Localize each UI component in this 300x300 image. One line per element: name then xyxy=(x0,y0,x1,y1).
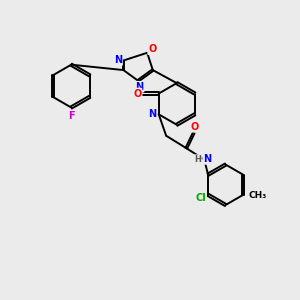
Text: F: F xyxy=(68,111,74,121)
Text: N: N xyxy=(114,55,122,65)
Text: CH₃: CH₃ xyxy=(248,191,267,200)
Text: O: O xyxy=(133,88,142,98)
Text: N: N xyxy=(148,109,156,119)
Text: N: N xyxy=(136,82,144,92)
Text: O: O xyxy=(190,122,199,132)
Text: O: O xyxy=(148,44,156,54)
Text: N: N xyxy=(203,154,211,164)
Text: Cl: Cl xyxy=(195,193,206,203)
Text: H: H xyxy=(194,155,201,164)
